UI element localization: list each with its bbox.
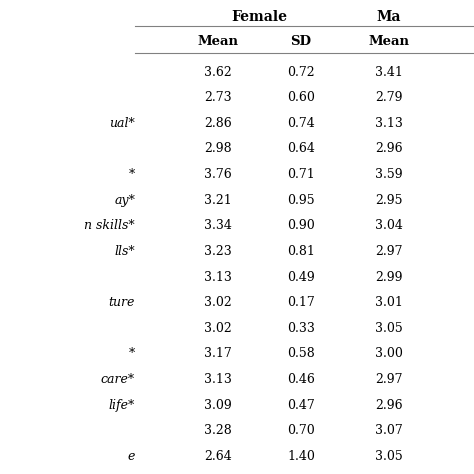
Text: 0.47: 0.47 bbox=[287, 399, 315, 412]
Text: ay*: ay* bbox=[114, 194, 135, 207]
Text: 2.96: 2.96 bbox=[375, 399, 402, 412]
Text: 0.17: 0.17 bbox=[287, 296, 315, 309]
Text: 3.76: 3.76 bbox=[204, 168, 232, 181]
Text: 0.46: 0.46 bbox=[287, 373, 315, 386]
Text: 3.34: 3.34 bbox=[204, 219, 232, 232]
Text: 2.96: 2.96 bbox=[375, 143, 402, 155]
Text: 0.60: 0.60 bbox=[287, 91, 315, 104]
Text: Ma: Ma bbox=[376, 9, 401, 24]
Text: Mean: Mean bbox=[198, 35, 238, 48]
Text: 3.17: 3.17 bbox=[204, 347, 232, 360]
Text: 3.00: 3.00 bbox=[375, 347, 402, 360]
Text: 3.28: 3.28 bbox=[204, 424, 232, 438]
Text: 2.95: 2.95 bbox=[375, 194, 402, 207]
Text: 3.13: 3.13 bbox=[204, 373, 232, 386]
Text: 2.99: 2.99 bbox=[375, 271, 402, 283]
Text: 3.59: 3.59 bbox=[375, 168, 402, 181]
Text: 0.70: 0.70 bbox=[287, 424, 315, 438]
Text: 3.41: 3.41 bbox=[375, 65, 402, 79]
Text: 3.62: 3.62 bbox=[204, 65, 232, 79]
Text: e: e bbox=[128, 450, 135, 463]
Text: ual*: ual* bbox=[109, 117, 135, 130]
Text: 0.58: 0.58 bbox=[287, 347, 315, 360]
Text: 3.23: 3.23 bbox=[204, 245, 232, 258]
Text: 3.13: 3.13 bbox=[375, 117, 402, 130]
Text: 0.71: 0.71 bbox=[287, 168, 315, 181]
Text: 3.07: 3.07 bbox=[375, 424, 402, 438]
Text: 3.09: 3.09 bbox=[204, 399, 232, 412]
Text: n skills*: n skills* bbox=[84, 219, 135, 232]
Text: life*: life* bbox=[109, 399, 135, 412]
Text: 2.79: 2.79 bbox=[375, 91, 402, 104]
Text: Mean: Mean bbox=[368, 35, 409, 48]
Text: ture: ture bbox=[109, 296, 135, 309]
Text: 3.05: 3.05 bbox=[375, 322, 402, 335]
Text: *: * bbox=[129, 168, 135, 181]
Text: 3.02: 3.02 bbox=[204, 296, 232, 309]
Text: 2.64: 2.64 bbox=[204, 450, 232, 463]
Text: lls*: lls* bbox=[114, 245, 135, 258]
Text: 0.95: 0.95 bbox=[287, 194, 315, 207]
Text: SD: SD bbox=[291, 35, 311, 48]
Text: 0.33: 0.33 bbox=[287, 322, 315, 335]
Text: 1.40: 1.40 bbox=[287, 450, 315, 463]
Text: 3.13: 3.13 bbox=[204, 271, 232, 283]
Text: 2.73: 2.73 bbox=[204, 91, 232, 104]
Text: 0.72: 0.72 bbox=[287, 65, 315, 79]
Text: *: * bbox=[129, 347, 135, 360]
Text: 3.02: 3.02 bbox=[204, 322, 232, 335]
Text: 2.97: 2.97 bbox=[375, 245, 402, 258]
Text: 0.81: 0.81 bbox=[287, 245, 315, 258]
Text: 3.21: 3.21 bbox=[204, 194, 232, 207]
Text: 0.64: 0.64 bbox=[287, 143, 315, 155]
Text: 3.04: 3.04 bbox=[375, 219, 402, 232]
Text: care*: care* bbox=[101, 373, 135, 386]
Text: 3.05: 3.05 bbox=[375, 450, 402, 463]
Text: 0.49: 0.49 bbox=[287, 271, 315, 283]
Text: 2.86: 2.86 bbox=[204, 117, 232, 130]
Text: 2.97: 2.97 bbox=[375, 373, 402, 386]
Text: Female: Female bbox=[231, 9, 288, 24]
Text: 0.90: 0.90 bbox=[287, 219, 315, 232]
Text: 2.98: 2.98 bbox=[204, 143, 232, 155]
Text: 3.01: 3.01 bbox=[375, 296, 402, 309]
Text: 0.74: 0.74 bbox=[287, 117, 315, 130]
